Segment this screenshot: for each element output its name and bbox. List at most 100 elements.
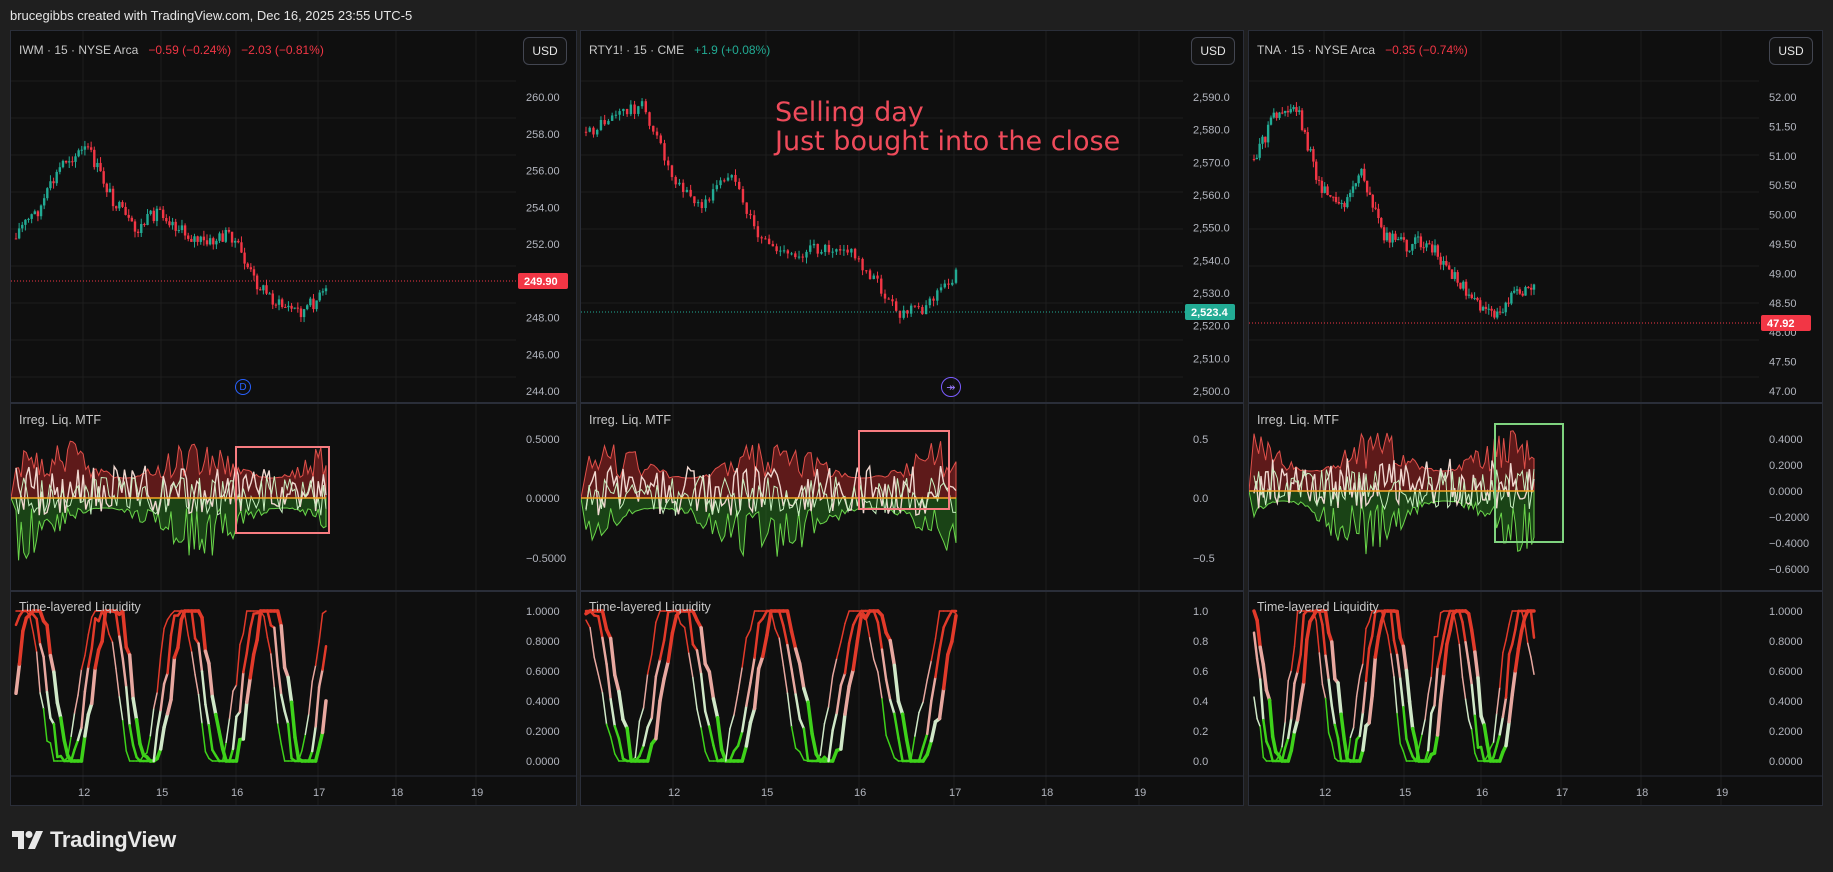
oscillator-axis-tick: −0.5 [1193,553,1215,565]
liquidity-line-segment [1474,752,1479,762]
liquidity-line-segment [600,609,609,632]
liquidity-line-segment [69,748,76,763]
candle-body [218,233,221,241]
candle-body [1450,269,1454,279]
candle-body [689,189,692,197]
liquidity-line-segment [259,610,265,618]
liquidity-line-segment [80,690,87,729]
candle-body [1476,297,1479,301]
candle-body [805,251,808,258]
liquidity-axis-tick: 0.2000 [1769,726,1803,738]
currency-button[interactable]: USD [1191,37,1235,65]
liquidity-line-segment [45,623,53,658]
liquidity-line-segment [897,736,904,763]
liquidity-line-segment [1389,609,1396,642]
chart-canvas-tna[interactable]: 52.00 51.50 51.00 50.50 50.00 49.50 49.00 48.50… [1249,31,1822,805]
rollover-arrow-icon[interactable]: ↠ [941,377,961,397]
candle-body [809,245,812,252]
liquidity-line-segment [1399,742,1405,753]
candle-body [1320,180,1324,193]
liquidity-line-segment [1287,669,1293,682]
liquidity-line-segment [45,691,52,720]
liquidity-line-segment [1364,647,1371,683]
liquidity-line-segment [1508,610,1513,625]
candle-body [1306,132,1309,151]
liquidity-line-segment [1471,728,1476,754]
chart-panel-iwm[interactable]: 260.00258.00256.00254.00252.00250.00248.… [10,30,577,806]
chart-canvas-rty[interactable]: 2,590.0 2,580.0 2,570.0 2,560.0 2,550.0 2,540… [581,31,1243,805]
liquidity-line-segment [286,722,293,760]
currency-button[interactable]: USD [1769,37,1813,65]
liquidity-line-segment [39,692,45,710]
liquidity-line-segment [38,643,45,658]
currency-button[interactable]: USD [523,37,567,65]
candle-body [1515,289,1519,291]
candle-body [187,235,190,239]
chart-canvas-iwm[interactable]: 260.00258.00256.00254.00252.00250.00248.… [11,31,576,805]
liquidity-line-segment [876,621,884,651]
candle-body [1272,112,1275,118]
liquidity-line-segment [1433,665,1439,707]
liquidity-line-segment [864,614,871,639]
symbol-legend: TNA · 15 · NYSE Arca −0.35 (−0.74%) [1257,43,1468,57]
candle-body [64,160,68,163]
liquidity-line-segment [638,707,645,722]
liquidity-line-segment [214,712,221,734]
candle-body [215,240,218,245]
liquidity-line-segment [317,668,324,689]
liquidity-line-segment [608,636,617,677]
candle-body [14,238,18,240]
liquidity-line-segment [1498,715,1505,736]
liquidity-line-segment [761,633,769,659]
candle-body [1278,112,1281,118]
candle-body [1371,194,1374,208]
candle-body [1430,244,1434,253]
chart-panel-tna[interactable]: 52.00 51.50 51.00 50.50 50.00 49.50 49.00 48.50… [1248,30,1823,806]
liquidity-line-segment [938,626,945,652]
candle-body [249,267,253,270]
liquidity-line-segment [836,641,842,659]
liquidity-line-segment [921,732,929,749]
liquidity-line-segment [1408,747,1414,758]
liquidity-line-segment [1507,693,1514,724]
liquidity-line-segment [293,735,301,761]
liquidity-axis-tick: 0.4000 [1769,696,1803,708]
candle-body [584,131,588,133]
candle-body [1303,129,1307,133]
time-axis-tick: 18 [391,787,403,799]
liquidity-line-segment [748,706,757,725]
liquidity-line-segment [662,659,670,681]
candle-body [1524,287,1527,296]
candle-body [1394,233,1397,240]
price-axis-tick: 260.00 [526,92,560,104]
chart-panel-rty[interactable]: 2,590.0 2,580.0 2,570.0 2,560.0 2,550.0 2,540… [580,30,1244,806]
candle-body [951,282,954,285]
liquidity-line-segment [815,754,822,762]
liquidity-line-segment [273,687,279,725]
liquidity-line-segment [1436,650,1442,669]
liquidity-line-segment [922,679,928,703]
liquidity-line-segment [169,655,177,702]
dividend-marker-icon[interactable]: D [235,379,251,395]
liquidity-line-segment [138,742,146,757]
tradingview-logo: TradingView [12,826,176,854]
candle-body [853,248,857,259]
liquidity-line-segment [197,642,204,673]
liquidity-line-segment [1466,611,1474,633]
candle-body [850,248,853,253]
liquidity-line-segment [180,610,186,615]
liquidity-line-segment [593,656,600,676]
candle-body [168,221,171,226]
liquidity-line-segment [1262,718,1268,743]
liquidity-line-segment [1258,645,1266,667]
liquidity-line-segment [910,735,916,762]
liquidity-line-segment [128,724,135,747]
candle-body [831,251,834,253]
candle-body [39,205,43,217]
candle-body [947,283,950,285]
liquidity-line-segment [941,653,950,691]
text-annotation[interactable]: Selling day Just bought into the close [775,98,1120,156]
candle-body [265,285,268,294]
liquidity-line-segment [749,656,756,685]
liquidity-axis-tick: 0.8 [1193,636,1208,648]
